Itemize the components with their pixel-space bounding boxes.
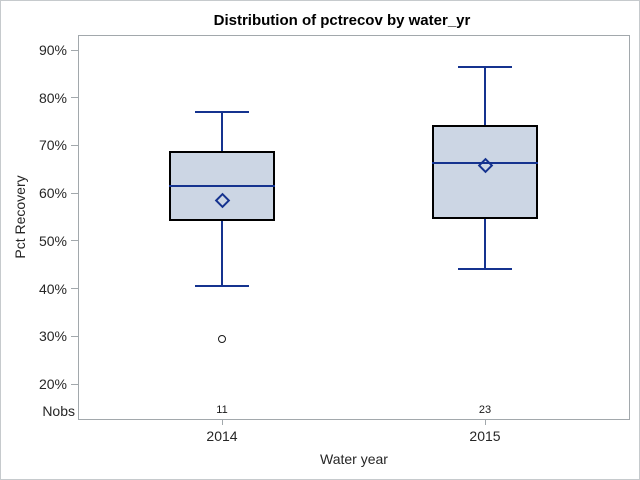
y-axis-tick-label: 60% [38, 185, 67, 202]
y-axis-tick [71, 144, 78, 146]
x-axis-title: Water year [320, 451, 388, 467]
nobs-row-label: Nobs [42, 403, 75, 419]
x-axis-tick-label: 2014 [206, 428, 238, 444]
y-axis-tick-label: 50% [38, 232, 67, 249]
lower-whisker-cap [195, 285, 249, 288]
upper-whisker-cap [458, 65, 512, 68]
median-line [432, 161, 538, 164]
x-axis-tick [485, 420, 486, 425]
y-axis-tick [71, 192, 78, 194]
y-axis-tick-label: 20% [38, 376, 67, 392]
upper-whisker-cap [195, 111, 249, 114]
y-axis-tick-label: 40% [38, 280, 67, 297]
y-axis-tick-label: 30% [38, 328, 67, 345]
y-axis-tick [71, 240, 78, 242]
lower-whisker-cap [458, 268, 512, 271]
y-axis-tick [71, 49, 78, 51]
y-axis-tick-label: 80% [38, 89, 67, 106]
y-axis-tick-label: 70% [38, 137, 67, 154]
upper-whisker-line [484, 66, 486, 126]
y-axis-tick [71, 288, 78, 290]
chart-title: Distribution of pctrecov by water_yr [213, 12, 471, 29]
outlier-point [218, 334, 226, 343]
y-axis-tick [71, 383, 78, 385]
y-axis-tick-label: 90% [38, 42, 67, 58]
box-2015 [432, 125, 538, 220]
nobs-value: 11 [216, 404, 228, 416]
lower-whisker-line [484, 219, 486, 270]
nobs-value: 23 [478, 404, 492, 416]
median-line [169, 184, 275, 187]
lower-whisker-line [221, 220, 223, 287]
plot-frame [78, 35, 630, 420]
x-axis-tick-label: 2015 [469, 428, 501, 444]
y-axis-tick [71, 335, 78, 337]
x-axis-tick [222, 420, 223, 425]
y-axis-tick [71, 97, 78, 99]
upper-whisker-line [221, 112, 223, 152]
